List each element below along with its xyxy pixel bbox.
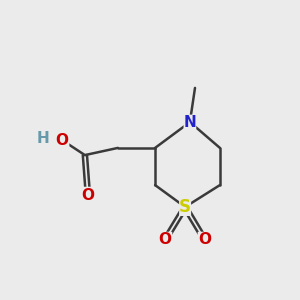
Text: O: O [158,232,172,247]
Text: O: O [198,232,212,247]
Text: O: O [56,133,69,148]
Text: N: N [184,115,196,130]
Text: S: S [179,198,191,216]
Text: H: H [36,131,49,146]
Text: O: O [81,188,94,202]
